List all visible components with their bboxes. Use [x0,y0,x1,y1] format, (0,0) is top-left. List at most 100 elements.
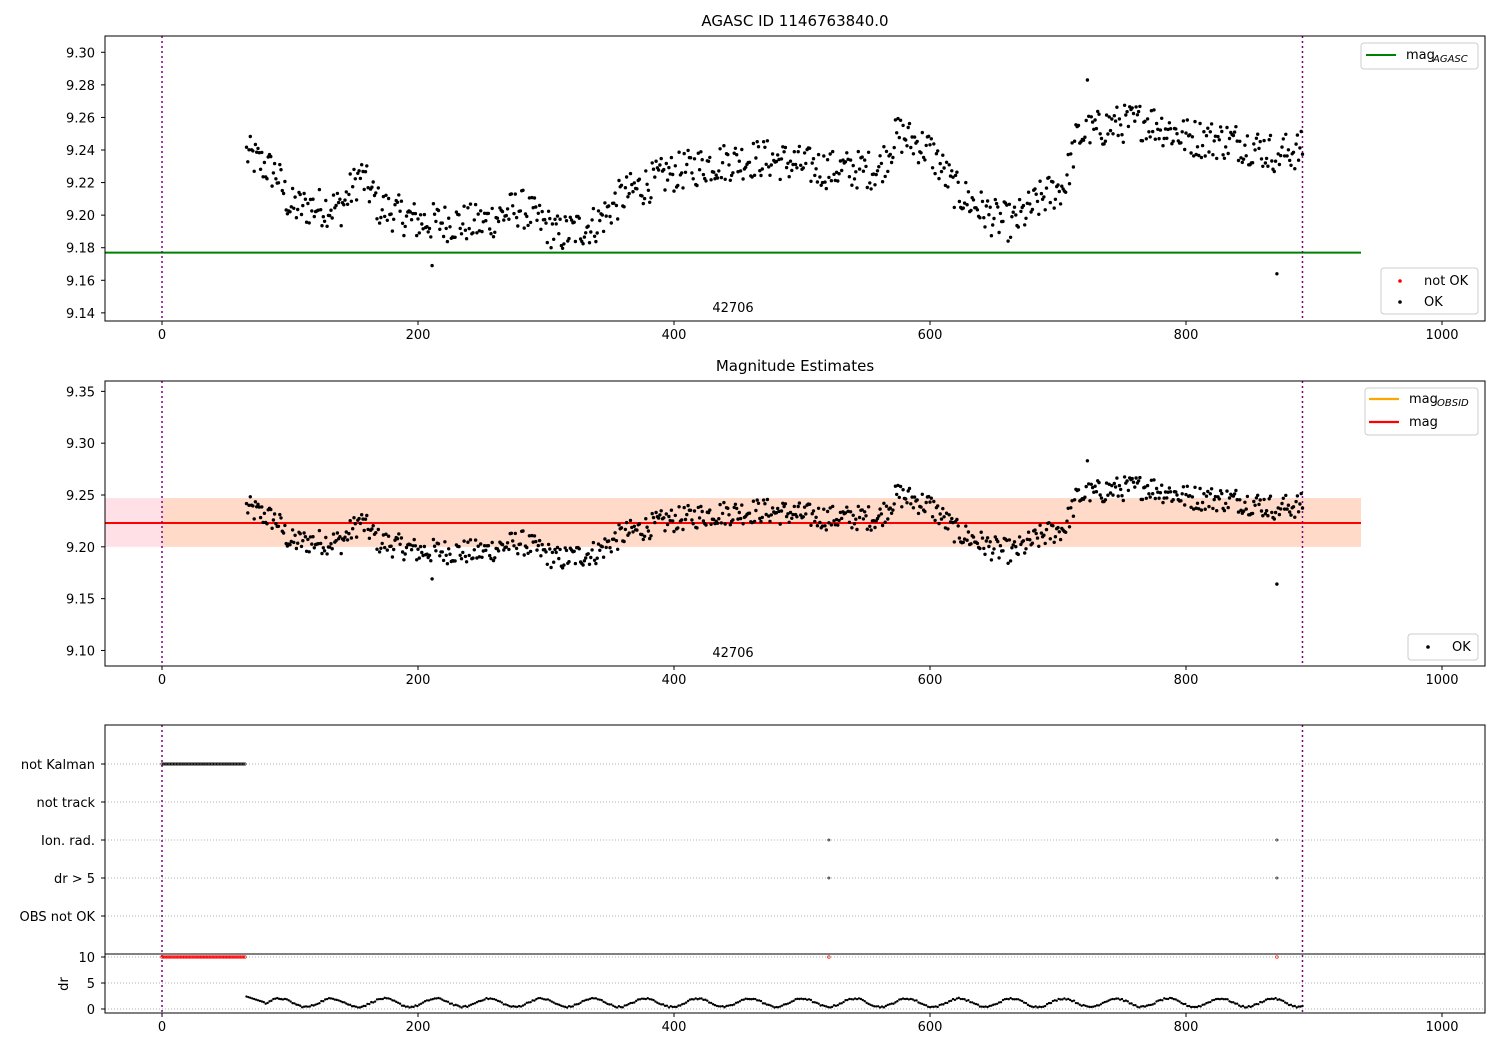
data-point [988,205,992,209]
data-point [392,217,396,221]
data-point [797,501,802,505]
data-point [353,522,357,526]
dr-point [1070,1000,1074,1003]
data-point [642,196,647,201]
data-point [1258,139,1262,144]
data-point [413,544,418,548]
data-point [261,520,265,525]
data-point [1267,497,1271,501]
data-point [987,213,991,217]
data-point [473,202,478,207]
data-point [1087,482,1091,486]
dr-point [610,1003,613,1006]
dr-clipped-point [191,955,195,959]
dr-point [364,1004,367,1008]
data-point [1268,133,1273,138]
dr-point [335,998,338,1002]
data-point [509,192,514,196]
data-point [792,150,796,154]
data-point [741,522,745,526]
data-point [1244,507,1248,511]
data-point [367,536,372,540]
data-point [381,533,386,537]
data-point [854,517,858,521]
data-point [1108,491,1113,495]
flag-point-not-kalman [205,762,209,766]
dr-point [971,1001,974,1004]
data-point [699,150,703,154]
data-point [592,234,597,238]
data-point [1019,209,1023,214]
data-point [880,180,885,184]
data-point [1239,156,1243,160]
data-point [907,486,912,491]
dr-point [281,998,285,1001]
data-point [993,197,997,202]
data-point [540,209,544,214]
data-point [511,539,515,543]
data-point [796,150,800,154]
data-point [941,153,945,157]
dr-point [1044,1004,1047,1008]
data-point [555,214,560,218]
x-tick-label: 0 [158,673,166,688]
dr-point [314,1003,317,1006]
dr-point [654,1000,657,1003]
dr-point [1191,1005,1195,1009]
data-point [251,149,255,153]
dr-point [1212,998,1216,1002]
data-point [836,523,840,527]
dr-point [556,1003,559,1006]
dr-point [1019,999,1022,1002]
data-point [1207,504,1211,509]
dr-point [352,1004,356,1008]
dr-clipped-point [172,955,176,959]
data-point [910,135,914,139]
data-point [760,167,764,171]
data-point [1259,509,1264,513]
data-point [741,177,745,181]
dr-point [464,1004,467,1008]
flag-point-not-kalman [211,762,215,766]
data-point [964,524,968,528]
data-point [1120,133,1124,137]
data-point [651,515,656,520]
data-point [1035,199,1040,204]
data-point [1253,148,1257,152]
data-point [374,191,378,195]
data-point [1206,126,1210,130]
dr-point [794,997,797,1001]
data-point [572,220,576,224]
dr-point [769,1004,772,1007]
data-point [1112,481,1117,486]
data-point [276,181,281,185]
dr-point [1193,1005,1197,1009]
data-point [938,161,942,166]
data-point [1106,132,1110,136]
data-point [1294,142,1298,146]
dr-clipped-point [189,955,193,959]
data-point [873,183,877,187]
data-point [641,201,645,206]
data-point [272,512,277,516]
data-point [910,495,914,499]
dr-clipped-point [240,955,244,959]
flag-point-not-kalman [169,762,173,766]
flag-point-not-kalman [192,762,196,766]
dr-point [1126,1000,1129,1003]
data-point [362,528,366,533]
dr-point [746,997,749,1001]
data-point [637,177,642,181]
data-point [685,512,689,517]
data-point [357,169,361,173]
dr-clipped-point [178,955,183,959]
dr-point [673,1005,676,1009]
data-point [779,157,784,161]
data-point [1224,501,1228,506]
flag-point-not-kalman [175,762,179,766]
data-point [290,186,295,191]
data-point [1263,512,1268,516]
data-point [915,498,919,502]
dr-point [901,997,905,1000]
